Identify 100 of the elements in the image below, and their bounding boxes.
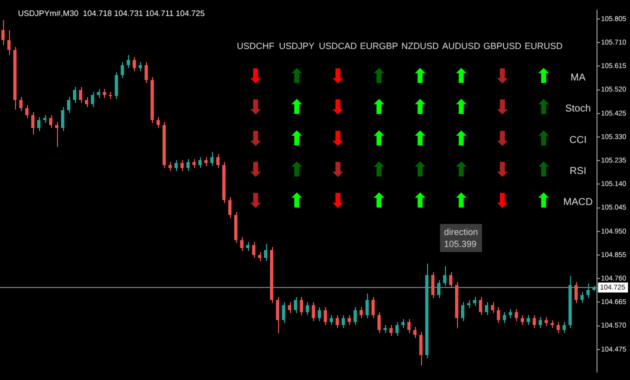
candlestick: [67, 96, 70, 114]
candlestick: [324, 306, 328, 326]
text: ⬇: [494, 188, 511, 213]
text: ⬆: [535, 157, 552, 182]
candlestick: [126, 54, 130, 69]
text: ⬆: [535, 95, 552, 120]
candlestick: [25, 104, 29, 119]
candlestick: [556, 322, 560, 334]
candlestick: [318, 306, 322, 322]
candlestick: [61, 106, 64, 132]
candlestick: [366, 292, 369, 319]
chart-title: USDJPYm#,M30 104.718 104.731 104.711 104.725: [18, 9, 206, 18]
text: ⬆: [412, 95, 429, 120]
text: ⬆: [412, 126, 429, 150]
category-label: Stoch: [565, 104, 591, 115]
category-label: RSI: [570, 166, 586, 178]
candlestick: [514, 308, 518, 322]
candlestick: [520, 314, 524, 326]
candlestick: [360, 306, 363, 319]
candlestick: [7, 30, 11, 56]
text: ⬇: [329, 157, 346, 182]
text: ⬆: [370, 157, 388, 182]
category-label: EURUSD: [524, 41, 564, 52]
candlestick: [413, 326, 417, 338]
candlestick: [114, 72, 118, 100]
text: ⬆: [288, 95, 306, 120]
candlestick: [562, 322, 566, 334]
text: ⬆: [452, 126, 470, 150]
candlestick: [586, 283, 590, 298]
category-label: MACD: [563, 197, 593, 208]
candlestick: [502, 312, 506, 324]
category-label: USDCHF: [236, 41, 275, 52]
candlestick: [306, 302, 310, 316]
category-label: MA: [570, 72, 586, 84]
text: ⬆: [452, 157, 470, 182]
candlestick: [228, 196, 232, 218]
text: ⬇: [247, 188, 264, 213]
text: ⬆: [288, 188, 306, 213]
text: ⬆: [535, 188, 552, 213]
text: ⬆: [535, 126, 552, 150]
candlestick: [31, 112, 34, 135]
candlestick: [472, 296, 476, 307]
text: ⬆: [288, 126, 306, 150]
candlestick: [478, 296, 482, 316]
text: ⬆: [370, 188, 388, 213]
text: ⬆: [370, 126, 388, 150]
candlestick: [252, 242, 256, 258]
candlestick: [371, 296, 375, 319]
candlestick: [407, 318, 411, 334]
candlestick: [395, 322, 399, 336]
candlestick: [216, 154, 220, 169]
candlestick: [132, 56, 136, 72]
candlestick: [336, 314, 339, 329]
candlestick: [156, 116, 160, 129]
category-label: GBPUSD: [483, 41, 522, 52]
text: ⬇: [329, 64, 346, 88]
tooltip-box: direction 105.399: [440, 224, 482, 252]
text: ⬆: [412, 188, 429, 213]
text: ⬆: [370, 64, 388, 88]
candlestick: [312, 302, 316, 322]
candlestick: [174, 160, 178, 172]
candlestick: [419, 332, 423, 366]
text: ⬇: [247, 157, 264, 182]
candlestick: [490, 302, 494, 314]
candlestick: [580, 292, 584, 304]
text: ⬆: [452, 64, 470, 88]
candlestick: [532, 314, 536, 329]
candlestick: [300, 296, 304, 316]
candlestick: [288, 302, 292, 314]
candlestick: [282, 302, 286, 324]
text: ⬇: [329, 188, 346, 213]
candlestick: [294, 296, 298, 314]
text: ⬇: [494, 95, 511, 120]
candlestick: [78, 86, 82, 104]
candlestick: [240, 236, 244, 252]
text: ⬇: [329, 95, 346, 120]
text: ⬇: [494, 126, 511, 150]
candlestick: [264, 243, 268, 262]
candlestick: [389, 324, 393, 336]
candlestick: [180, 160, 184, 172]
text: ⬆: [535, 64, 552, 88]
candlestick: [1, 20, 5, 46]
candlestick: [186, 158, 190, 172]
text: ⬆: [288, 64, 306, 88]
candlestick: [55, 122, 58, 148]
candlestick: [342, 314, 345, 329]
candlestick: [377, 312, 381, 334]
category-label: NZDUSD: [401, 41, 440, 52]
candlestick: [449, 272, 452, 289]
candlestick: [526, 314, 530, 326]
text: ⬆: [412, 157, 429, 182]
category-label: USDCAD: [318, 41, 358, 52]
candlestick: [348, 314, 351, 326]
text: ⬆: [452, 188, 470, 213]
candlestick: [354, 306, 357, 326]
text: ⬇: [247, 95, 264, 120]
text: ⬇: [329, 126, 346, 150]
candlestick: [210, 151, 214, 167]
text: ⬇: [494, 157, 511, 182]
candlestick: [144, 62, 148, 84]
